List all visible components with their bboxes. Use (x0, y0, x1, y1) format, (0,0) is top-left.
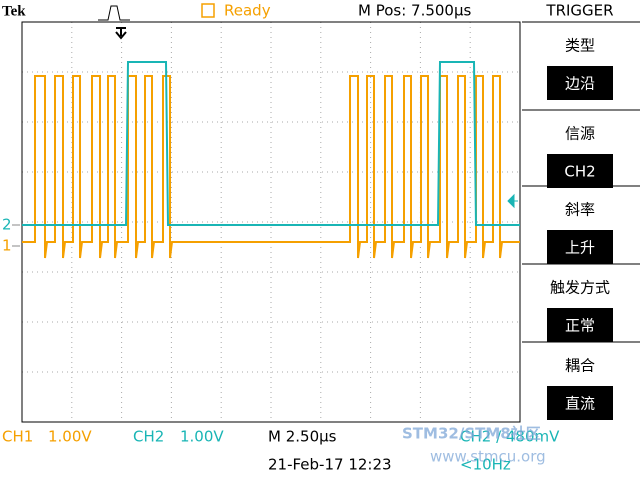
menu-value-box (547, 154, 613, 188)
menu-value: 直流 (565, 395, 595, 413)
status-icon (201, 3, 215, 18)
trigger-position-marker (115, 27, 127, 40)
menu-value: 边沿 (565, 75, 595, 93)
ch2-scale: 1.00V (180, 428, 224, 446)
menu-value-box (547, 386, 613, 420)
graticule-border (21, 21, 521, 423)
position: M Pos: 7.500µs (358, 2, 472, 20)
menu-label: 斜率 (565, 201, 595, 219)
trigger-setting: CH2 / 480mV (460, 428, 560, 446)
menu-title: TRIGGER (545, 2, 613, 20)
ch2-waveform (22, 61, 520, 226)
acquisition-icon (98, 5, 130, 21)
ch1-scale: 1.00V (48, 428, 92, 446)
trigger-level-marker (507, 193, 518, 209)
menu-value: 正常 (565, 317, 595, 335)
menu-label: 类型 (565, 37, 595, 55)
menu-value-box (547, 308, 613, 342)
status: Ready (224, 2, 271, 20)
menu-label: 触发方式 (550, 279, 610, 297)
frequency: <10Hz (460, 456, 511, 474)
menu-value-box (547, 230, 613, 264)
brand: Tek (2, 3, 26, 19)
ch1-waveform (22, 75, 520, 259)
menu-label: 耦合 (565, 357, 595, 375)
ch2-label: CH2 (133, 428, 164, 446)
timebase: M 2.50µs (268, 428, 337, 446)
menu-value: CH2 (564, 163, 595, 181)
menu-label: 信源 (565, 125, 595, 143)
watermark-url: www.stmcu.org (430, 448, 546, 466)
menu-value: 上升 (565, 239, 595, 257)
ch2-marker: 2 (2, 216, 12, 234)
date: 21-Feb-17 12:23 (268, 456, 392, 474)
ch1-marker: 1 (2, 237, 12, 255)
watermark-title: STM32/STM8社区 (402, 425, 541, 443)
ch1-label: CH1 (2, 428, 33, 446)
menu-value-box (547, 66, 613, 100)
marker-ticks (12, 224, 20, 247)
